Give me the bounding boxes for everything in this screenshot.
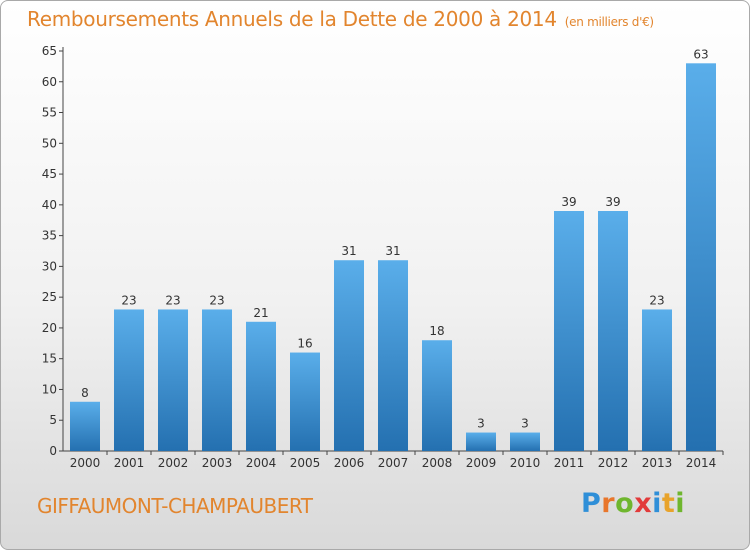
x-tick-label: 2007 (378, 456, 409, 470)
bar-value-label: 39 (561, 195, 576, 209)
x-tick-label: 2004 (246, 456, 277, 470)
bar-value-label: 31 (341, 244, 356, 258)
y-tick-label: 5 (49, 413, 57, 427)
bar-value-label: 21 (253, 306, 268, 320)
bar (466, 432, 496, 451)
y-tick-label: 30 (42, 259, 57, 273)
x-tick-label: 2001 (114, 456, 145, 470)
x-tick-label: 2012 (598, 456, 629, 470)
x-tick-label: 2006 (334, 456, 365, 470)
y-tick-label: 20 (42, 321, 57, 335)
y-tick-label: 10 (42, 382, 57, 396)
bar-value-label: 16 (297, 337, 312, 351)
x-tick-label: 2000 (70, 456, 101, 470)
bar (202, 309, 232, 451)
bar (378, 260, 408, 451)
chart-title: Remboursements Annuels de la Dette de 20… (27, 7, 654, 31)
logo-letter: P (581, 488, 602, 519)
x-tick-label: 2009 (466, 456, 497, 470)
bar-value-label: 23 (209, 293, 224, 307)
chart-subtitle: (en milliers d'€) (564, 15, 654, 29)
logo-letter: t (661, 488, 676, 519)
bar (642, 309, 672, 451)
bar (158, 309, 188, 451)
x-tick-label: 2008 (422, 456, 453, 470)
bar (114, 309, 144, 451)
bar (246, 321, 276, 451)
x-tick-label: 2005 (290, 456, 321, 470)
bar-value-label: 63 (693, 47, 708, 61)
bar (686, 63, 716, 452)
x-tick-label: 2002 (158, 456, 189, 470)
bar (334, 260, 364, 451)
bar (422, 340, 452, 451)
bar-value-label: 23 (121, 293, 136, 307)
y-tick-label: 0 (49, 444, 57, 458)
logo-letter: x (634, 488, 653, 519)
y-tick-label: 60 (42, 75, 57, 89)
chart-axes: 0 5 10 15 20 25 30 35 40 45 50 55 60 65 2000 2001 2002 20… (42, 44, 724, 470)
bar-value-label: 8 (81, 386, 89, 400)
x-tick-label: 2003 (202, 456, 233, 470)
y-tick-label: 45 (42, 167, 57, 181)
y-tick-label: 15 (42, 352, 57, 366)
y-tick-label: 40 (42, 198, 57, 212)
place-name: GIFFAUMONT-CHAMPAUBERT (37, 494, 313, 518)
x-tick-label: 2014 (686, 456, 717, 470)
bar-value-label: 23 (165, 293, 180, 307)
bar-value-label: 18 (429, 324, 444, 338)
y-tick-label: 50 (42, 136, 57, 150)
chart-title-text: Remboursements Annuels de la Dette de 20… (27, 7, 557, 31)
bar-value-label: 3 (477, 417, 485, 431)
x-tick-label: 2010 (510, 456, 541, 470)
chart-bars: 8 23 23 23 21 16 31 31 18 3 3 39 39 23 63 (70, 47, 716, 452)
logo-letter: i (675, 488, 686, 519)
bar-value-label: 23 (649, 293, 664, 307)
bar (598, 211, 628, 451)
x-tick-label: 2011 (554, 456, 585, 470)
bar-value-label: 31 (385, 244, 400, 258)
bar (290, 352, 320, 451)
x-tick-label: 2013 (642, 456, 673, 470)
logo-letter: r (601, 488, 616, 519)
bar-value-label: 39 (605, 195, 620, 209)
bar (554, 211, 584, 451)
bar-value-label: 3 (521, 417, 529, 431)
y-tick-label: 55 (42, 106, 57, 120)
proxiti-logo: Proxiti (581, 488, 685, 519)
bar (70, 401, 100, 451)
bar (510, 432, 540, 451)
logo-letter: i (652, 488, 662, 519)
y-tick-label: 35 (42, 229, 57, 243)
y-tick-label: 65 (42, 44, 57, 58)
logo-letter: o (615, 488, 635, 519)
y-tick-label: 25 (42, 290, 57, 304)
